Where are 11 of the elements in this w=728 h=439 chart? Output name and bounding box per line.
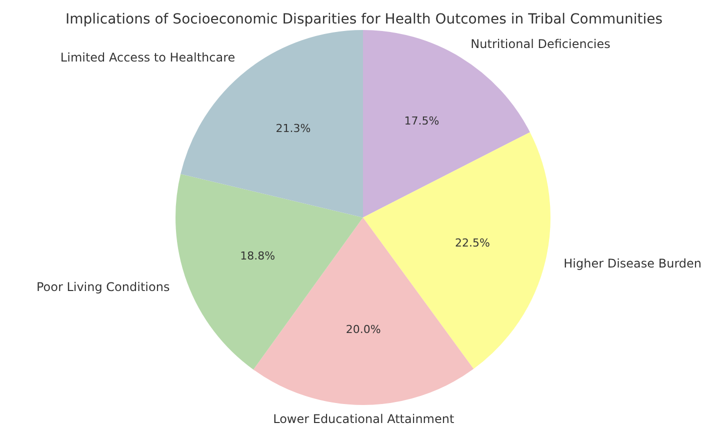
data-label: 22.5% bbox=[454, 236, 490, 250]
data-label: 18.8% bbox=[240, 250, 276, 263]
slice-label: Nutritional Deficiencies bbox=[470, 36, 610, 51]
data-label: 20.0% bbox=[346, 322, 381, 336]
chart-title: Implications of Socioeconomic Disparities for Health Outcomes in Tribal Communities bbox=[65, 12, 663, 28]
slice-label: Limited Access to Healthcare bbox=[60, 50, 236, 65]
slice-label: Lower Educational Attainment bbox=[273, 412, 454, 426]
slice-label: Higher Disease Burden bbox=[564, 256, 702, 271]
slice-label: Poor Living Conditions bbox=[36, 280, 170, 294]
data-label: 17.5% bbox=[404, 114, 440, 128]
data-label: 21.3% bbox=[276, 122, 311, 136]
